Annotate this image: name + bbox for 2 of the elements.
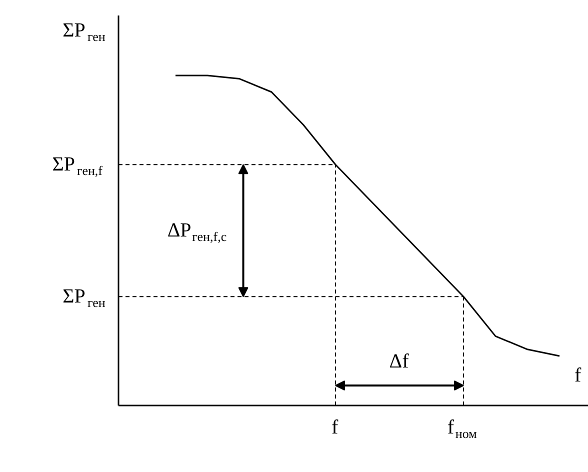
annotation: Δf <box>389 350 410 372</box>
x-axis-title: f <box>574 364 582 386</box>
